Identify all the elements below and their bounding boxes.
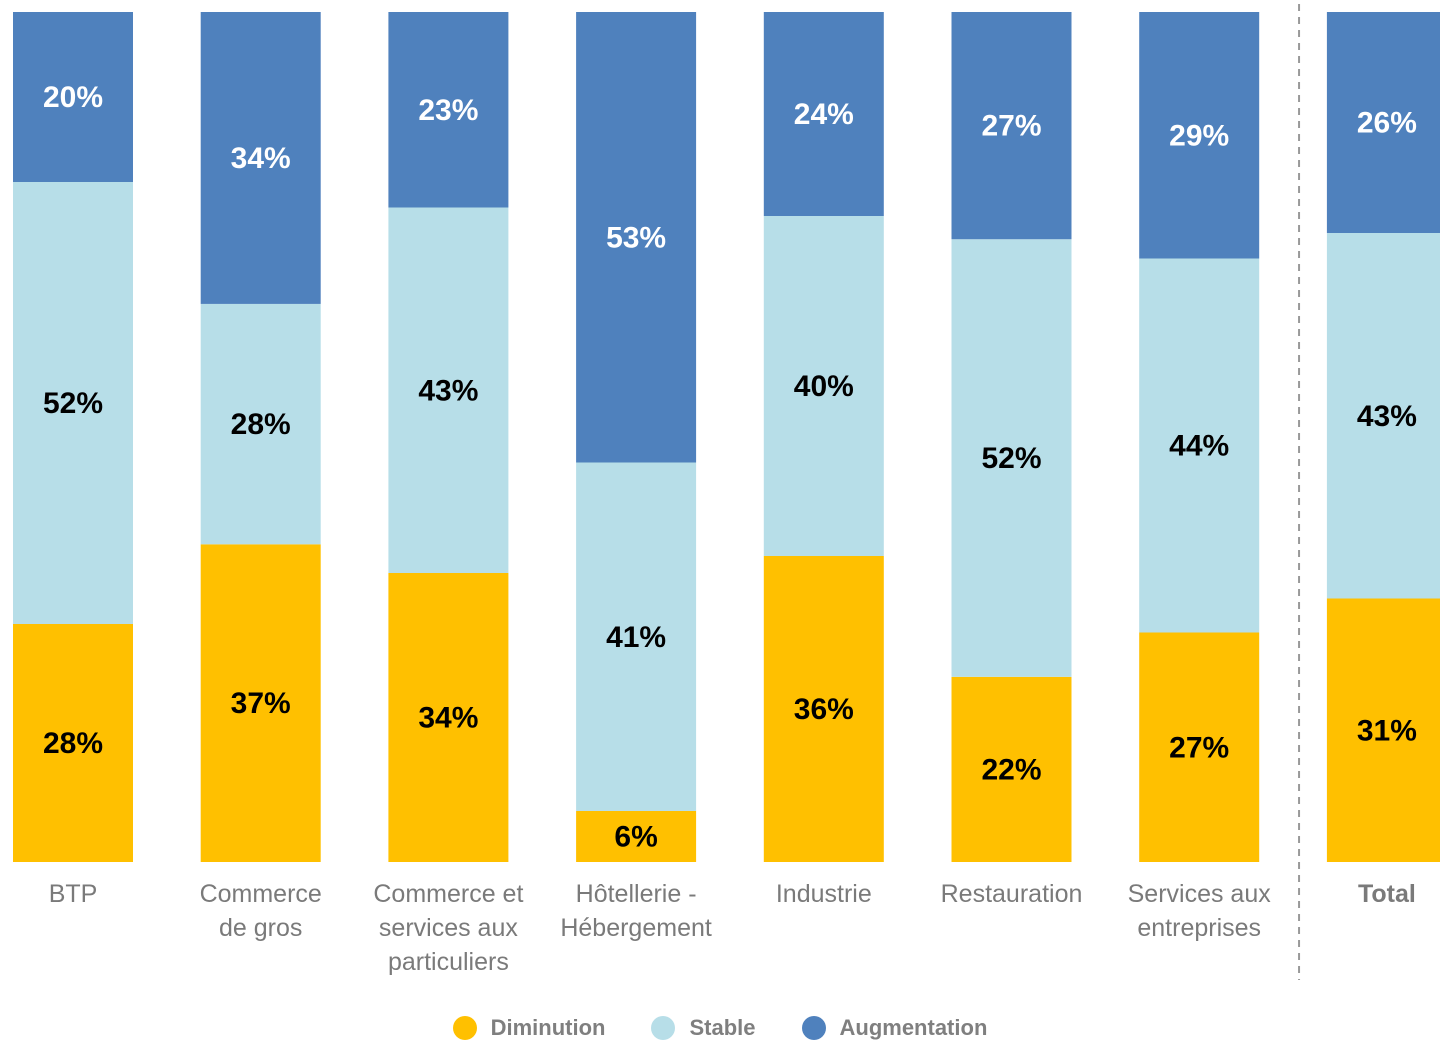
legend-marker-stable bbox=[651, 1016, 676, 1040]
legend-item-stable: Stable bbox=[651, 1015, 756, 1041]
category-label-total-line-1: Total bbox=[1358, 880, 1416, 908]
bar-btp-stable bbox=[13, 182, 133, 624]
category-label-commerce-et-services-aux-particuliers-line-3: particuliers bbox=[388, 948, 509, 976]
bar-industrie-augmentation bbox=[763, 12, 884, 216]
data-label-commerce-et-services-aux-particuliers-diminution: 34% bbox=[418, 702, 478, 735]
data-label-btp-diminution: 28% bbox=[43, 727, 103, 760]
category-label-commerce-de-gros-line-1: Commerce bbox=[200, 880, 322, 908]
data-label-services-aux-entreprises-stable: 44% bbox=[1169, 430, 1229, 463]
legend-label-diminution: Diminution bbox=[490, 1015, 606, 1040]
bar-btp-diminution bbox=[13, 624, 133, 862]
legend-marker-diminution bbox=[452, 1016, 477, 1040]
bars-layer bbox=[13, 12, 1440, 862]
data-label-services-aux-entreprises-diminution: 27% bbox=[1169, 731, 1229, 764]
bar-hotellerie-hebergement-diminution bbox=[576, 811, 697, 862]
category-labels-layer: BTP Commerce de gros Commerce et services au… bbox=[49, 880, 1416, 976]
data-label-total-stable: 43% bbox=[1357, 400, 1417, 433]
legend-item-augmentation: Augmentation bbox=[801, 1015, 988, 1041]
category-label-services-aux-entreprises-line-1: Services aux bbox=[1128, 880, 1272, 908]
data-label-restauration-stable: 52% bbox=[981, 442, 1041, 475]
stacked-bar-chart: 28% 52% 20% 37% 28% 34% 34% 43% 23% 6% 41% 53% 36% 40… bbox=[13, 4, 1440, 980]
bar-hotellerie-hebergement-augmentation bbox=[576, 12, 697, 463]
bar-hotellerie-hebergement-stable bbox=[576, 462, 697, 811]
legend-marker-augmentation bbox=[801, 1016, 826, 1040]
legend-label-augmentation: Augmentation bbox=[839, 1015, 988, 1040]
bar-total-diminution bbox=[1326, 598, 1440, 862]
category-label-commerce-et-services-aux-particuliers-line-1: Commerce et bbox=[373, 880, 523, 908]
data-label-commerce-et-services-aux-particuliers-stable: 43% bbox=[418, 374, 478, 407]
data-label-total-diminution: 31% bbox=[1357, 714, 1417, 747]
data-label-commerce-de-gros-stable: 28% bbox=[231, 408, 291, 441]
data-label-total-augmentation: 26% bbox=[1357, 107, 1417, 140]
bar-total-stable bbox=[1326, 233, 1440, 599]
bar-industrie-diminution bbox=[763, 556, 884, 862]
data-label-hotellerie-hebergement-diminution: 6% bbox=[614, 821, 657, 854]
bar-services-aux-entreprises-stable bbox=[1139, 258, 1260, 633]
category-label-restauration-line-1: Restauration bbox=[941, 880, 1083, 908]
data-label-btp-stable: 52% bbox=[43, 387, 103, 420]
category-label-commerce-et-services-aux-particuliers-line-2: services aux bbox=[379, 914, 518, 942]
bar-commerce-et-services-aux-particuliers-stable bbox=[388, 207, 509, 573]
bar-industrie-stable bbox=[763, 216, 884, 556]
category-label-services-aux-entreprises-line-2: entreprises bbox=[1137, 914, 1261, 942]
bar-total-augmentation bbox=[1326, 12, 1440, 233]
bar-services-aux-entreprises-diminution bbox=[1139, 632, 1260, 862]
data-label-commerce-de-gros-augmentation: 34% bbox=[231, 142, 291, 175]
data-label-commerce-de-gros-diminution: 37% bbox=[231, 687, 291, 720]
bar-restauration-augmentation bbox=[951, 12, 1072, 240]
data-label-industrie-diminution: 36% bbox=[794, 693, 854, 726]
bar-commerce-de-gros-augmentation bbox=[200, 12, 321, 304]
bar-commerce-et-services-aux-particuliers-diminution bbox=[388, 573, 509, 862]
bar-btp-augmentation bbox=[13, 12, 133, 182]
bar-commerce-et-services-aux-particuliers-augmentation bbox=[388, 12, 509, 208]
data-label-industrie-stable: 40% bbox=[794, 370, 854, 403]
category-label-hotellerie-hebergement-line-2: Hébergement bbox=[560, 914, 712, 942]
segment-labels-layer: 28% 52% 20% 37% 28% 34% 34% 43% 23% 6% 41% 53% 36% 40… bbox=[43, 81, 1417, 854]
legend: Diminution Stable Augmentation bbox=[0, 1010, 1440, 1046]
category-label-hotellerie-hebergement-line-1: Hôtellerie - bbox=[576, 880, 697, 908]
bar-restauration-diminution bbox=[951, 676, 1072, 862]
data-label-industrie-augmentation: 24% bbox=[794, 98, 854, 131]
data-label-hotellerie-hebergement-stable: 41% bbox=[606, 621, 666, 654]
data-label-services-aux-entreprises-augmentation: 29% bbox=[1169, 119, 1229, 152]
data-label-restauration-diminution: 22% bbox=[981, 753, 1041, 786]
legend-item-diminution: Diminution bbox=[452, 1015, 606, 1041]
category-label-industrie-line-1: Industrie bbox=[776, 880, 872, 908]
data-label-btp-augmentation: 20% bbox=[43, 81, 103, 114]
legend-label-stable: Stable bbox=[689, 1015, 756, 1040]
category-label-commerce-de-gros-line-2: de gros bbox=[219, 914, 302, 942]
data-label-commerce-et-services-aux-particuliers-augmentation: 23% bbox=[418, 94, 478, 127]
data-label-hotellerie-hebergement-augmentation: 53% bbox=[606, 221, 666, 254]
bar-commerce-de-gros-stable bbox=[200, 303, 321, 545]
bar-restauration-stable bbox=[951, 239, 1072, 677]
bar-services-aux-entreprises-augmentation bbox=[1139, 12, 1260, 259]
data-label-restauration-augmentation: 27% bbox=[981, 110, 1041, 143]
category-label-btp-line-1: BTP bbox=[49, 880, 98, 908]
bar-commerce-de-gros-diminution bbox=[200, 544, 321, 862]
